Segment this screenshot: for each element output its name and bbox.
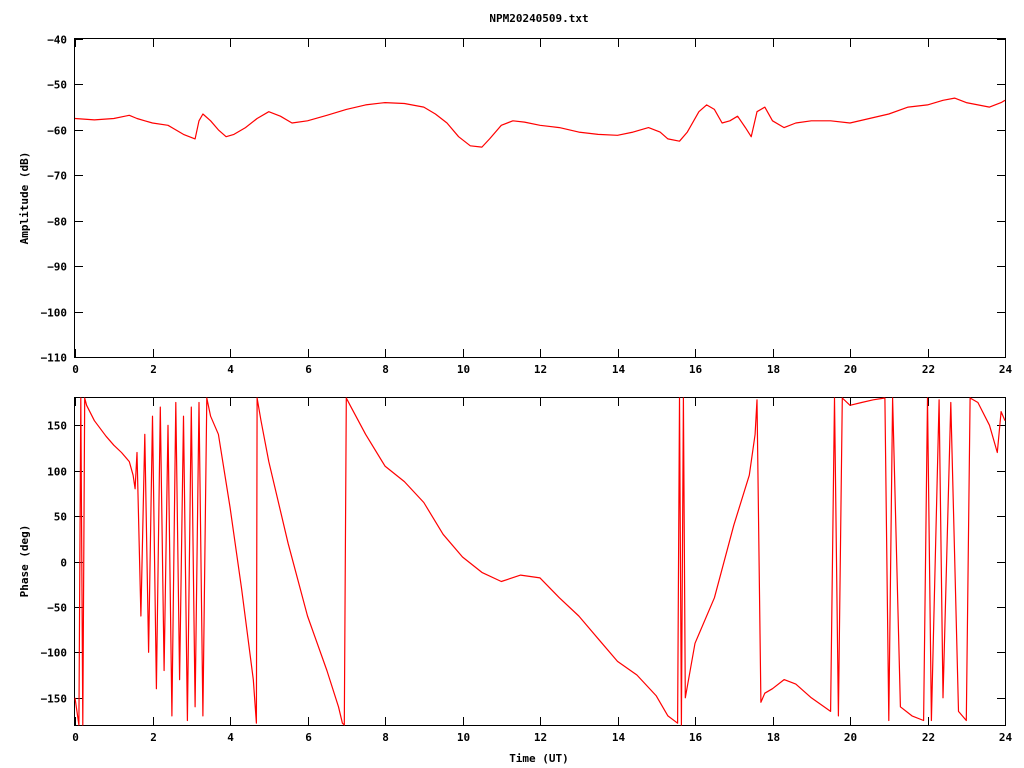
phase-y-tick-label: 0 bbox=[60, 557, 67, 570]
amplitude-y-axis-label: Amplitude (dB) bbox=[18, 152, 31, 245]
amplitude-y-tick-label: −80 bbox=[47, 216, 67, 229]
phase-x-tick-label: 10 bbox=[457, 731, 470, 744]
phase-plot-frame bbox=[74, 397, 1006, 726]
phase-x-tick-label: 8 bbox=[382, 731, 389, 744]
amplitude-x-tick-label: 2 bbox=[150, 363, 157, 376]
phase-y-tick-label: 100 bbox=[47, 466, 67, 479]
amplitude-y-tick-label: −90 bbox=[47, 261, 67, 274]
phase-y-tick-label: −50 bbox=[47, 602, 67, 615]
phase-x-tick-label: 22 bbox=[922, 731, 935, 744]
phase-y-tick-label: 150 bbox=[47, 420, 67, 433]
phase-x-tick-label: 16 bbox=[689, 731, 703, 744]
amplitude-x-ticks: 0 2 4 6 8 10 12 14 16 18 20 22 24 bbox=[72, 39, 1012, 376]
amplitude-x-tick-label: 18 bbox=[767, 363, 780, 376]
amplitude-panel: −40−50−60−70−80−90−100−110 0 2 4 6 8 10 12 14 16… bbox=[18, 34, 1012, 377]
amplitude-x-tick-label: 4 bbox=[227, 363, 234, 376]
amplitude-x-tick-label: 20 bbox=[844, 363, 857, 376]
amplitude-y-tick-label: −70 bbox=[47, 170, 67, 183]
amplitude-x-tick-label: 22 bbox=[922, 363, 935, 376]
amplitude-plot-frame bbox=[74, 38, 1006, 358]
chart-title: NPM20240509.txt bbox=[489, 12, 588, 25]
phase-x-tick-label: 0 bbox=[72, 731, 79, 744]
amplitude-y-ticks: −40 −50 −60 −70 −80 −90 −100 −110 bbox=[41, 34, 1005, 365]
amplitude-series-line bbox=[74, 97, 1006, 148]
amplitude-x-tick-label: 24 bbox=[999, 363, 1013, 376]
phase-x-tick-label: 18 bbox=[767, 731, 780, 744]
phase-y-tick-label: 50 bbox=[54, 511, 67, 524]
phase-y-tick-label: −100 bbox=[41, 647, 68, 660]
phase-x-tick-label: 12 bbox=[534, 731, 547, 744]
amplitude-y-tick-label: −40 bbox=[47, 34, 67, 47]
phase-x-ticks: 0 2 4 6 8 10 12 14 16 18 20 22 24 bbox=[72, 398, 1012, 744]
amplitude-x-tick-label: 16 bbox=[689, 363, 703, 376]
amplitude-y-tick-label: −110 bbox=[41, 352, 68, 365]
amplitude-x-tick-label: 14 bbox=[612, 363, 626, 376]
amplitude-x-tick-label: 12 bbox=[534, 363, 547, 376]
phase-x-axis-label: Time (UT) bbox=[509, 752, 569, 765]
amplitude-x-tick-label: 0 bbox=[72, 363, 79, 376]
phase-x-tick-label: 14 bbox=[612, 731, 626, 744]
amplitude-x-tick-label: 6 bbox=[305, 363, 312, 376]
amplitude-y-tick-label: −50 bbox=[47, 79, 67, 92]
amplitude-x-tick-label: 8 bbox=[382, 363, 389, 376]
phase-y-axis-label: Phase (deg) bbox=[18, 525, 31, 598]
phase-x-tick-label: 20 bbox=[844, 731, 857, 744]
amplitude-y-tick-label: −60 bbox=[47, 125, 67, 138]
phase-x-tick-label: 6 bbox=[305, 731, 312, 744]
amplitude-y-tick-label: −100 bbox=[41, 307, 68, 320]
phase-y-ticks: 150 100 50 0 −50 −100 −150 bbox=[41, 420, 1005, 706]
phase-series-line bbox=[74, 397, 1006, 726]
phase-x-tick-label: 24 bbox=[999, 731, 1013, 744]
phase-y-tick-label: −150 bbox=[41, 693, 68, 706]
phase-x-tick-label: 2 bbox=[150, 731, 157, 744]
amplitude-x-tick-label: 10 bbox=[457, 363, 470, 376]
phase-x-tick-label: 4 bbox=[227, 731, 234, 744]
